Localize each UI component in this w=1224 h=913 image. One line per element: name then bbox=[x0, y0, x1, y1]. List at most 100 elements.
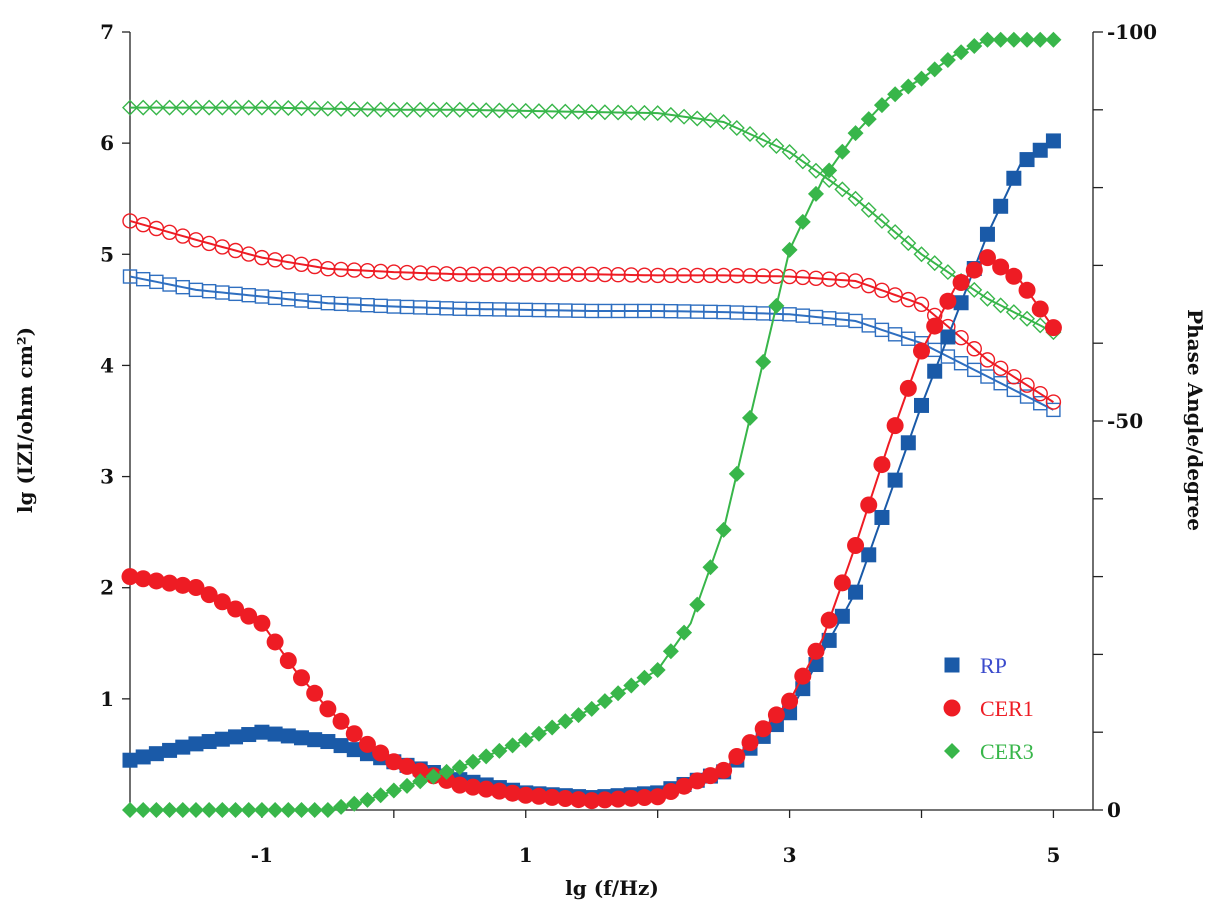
data-point bbox=[874, 282, 890, 298]
data-point bbox=[636, 104, 653, 121]
data-point bbox=[399, 777, 416, 794]
data-point bbox=[333, 261, 349, 278]
data-point bbox=[1005, 304, 1022, 321]
data-point bbox=[688, 772, 706, 790]
data-point bbox=[346, 101, 363, 118]
data-point bbox=[794, 153, 811, 170]
data-point bbox=[214, 99, 231, 116]
data-point bbox=[425, 768, 442, 785]
data-point bbox=[623, 267, 639, 283]
data-point bbox=[728, 465, 745, 482]
data-point bbox=[939, 292, 957, 310]
data-point bbox=[333, 798, 350, 815]
data-point bbox=[820, 611, 838, 629]
data-point bbox=[346, 742, 362, 758]
y2-tick-label: -100 bbox=[1107, 20, 1157, 44]
data-point bbox=[438, 101, 455, 118]
data-point bbox=[834, 272, 851, 288]
data-point bbox=[728, 120, 745, 137]
data-point bbox=[279, 652, 297, 670]
data-point bbox=[359, 263, 376, 279]
data-point bbox=[201, 802, 218, 818]
series-cer3-modulus bbox=[122, 99, 1062, 341]
data-point bbox=[874, 509, 890, 525]
data-point bbox=[465, 266, 481, 282]
legend-label: CER1 bbox=[980, 696, 1034, 721]
data-point bbox=[187, 99, 204, 116]
data-point bbox=[649, 788, 667, 806]
data-point bbox=[320, 261, 336, 277]
data-point bbox=[478, 102, 495, 119]
data-point bbox=[676, 267, 692, 284]
data-point bbox=[386, 264, 402, 280]
data-point bbox=[267, 726, 283, 742]
data-point bbox=[240, 99, 257, 116]
data-point bbox=[741, 734, 759, 752]
data-point bbox=[1019, 310, 1036, 327]
data-point bbox=[292, 669, 310, 687]
data-point bbox=[162, 742, 178, 758]
data-point bbox=[530, 787, 548, 805]
data-point bbox=[187, 578, 205, 596]
data-point bbox=[517, 102, 534, 119]
data-point bbox=[319, 700, 337, 718]
data-point bbox=[266, 633, 284, 651]
data-point bbox=[438, 763, 455, 780]
data-point bbox=[1019, 152, 1035, 168]
series-line bbox=[129, 275, 1054, 411]
data-point bbox=[188, 736, 204, 752]
data-point bbox=[953, 295, 969, 311]
data-point bbox=[345, 725, 363, 743]
data-point bbox=[227, 600, 245, 618]
data-point bbox=[570, 707, 587, 724]
data-point bbox=[913, 342, 931, 360]
data-point bbox=[873, 212, 890, 229]
data-point bbox=[742, 409, 759, 426]
data-point bbox=[1045, 394, 1062, 410]
data-point bbox=[701, 767, 719, 785]
data-point bbox=[781, 241, 798, 258]
data-point bbox=[253, 802, 270, 818]
data-point bbox=[293, 802, 310, 818]
data-point bbox=[609, 790, 627, 808]
data-point bbox=[280, 728, 296, 744]
data-point bbox=[530, 725, 547, 742]
data-point bbox=[1044, 319, 1062, 337]
series-cer3-phase bbox=[122, 31, 1062, 818]
data-point bbox=[676, 108, 693, 125]
data-point bbox=[715, 761, 733, 779]
data-point bbox=[833, 574, 851, 592]
data-point bbox=[755, 132, 772, 149]
data-point bbox=[306, 684, 324, 702]
data-point bbox=[464, 102, 481, 119]
data-point bbox=[491, 102, 508, 119]
data-point bbox=[319, 100, 336, 117]
data-point bbox=[228, 729, 244, 745]
legend-item-cer1: CER1 bbox=[943, 696, 1034, 721]
data-point bbox=[200, 586, 218, 604]
data-point bbox=[662, 106, 679, 123]
data-point bbox=[254, 724, 270, 740]
data-point bbox=[398, 757, 416, 775]
data-point bbox=[900, 435, 916, 451]
data-point bbox=[926, 61, 943, 78]
data-point bbox=[635, 789, 653, 807]
data-point bbox=[280, 100, 297, 117]
data-point bbox=[768, 138, 785, 155]
data-point bbox=[623, 104, 640, 121]
data-point bbox=[280, 802, 297, 818]
data-point bbox=[385, 782, 402, 799]
data-point bbox=[861, 547, 877, 563]
data-point bbox=[847, 125, 864, 142]
data-point bbox=[293, 100, 310, 117]
data-point bbox=[464, 753, 481, 770]
data-point bbox=[412, 101, 429, 118]
y-tick-label: 1 bbox=[100, 687, 114, 711]
data-point bbox=[201, 99, 218, 116]
data-point bbox=[359, 791, 376, 808]
data-point bbox=[848, 584, 864, 600]
data-point bbox=[557, 713, 574, 730]
data-point bbox=[834, 143, 851, 160]
data-point bbox=[886, 417, 904, 435]
